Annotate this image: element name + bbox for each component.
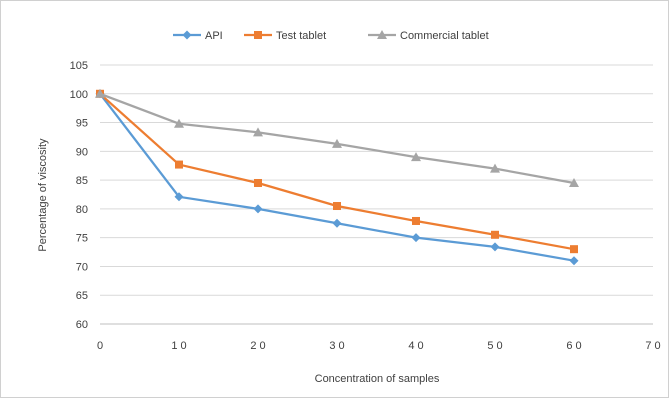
x-tick-label: 0 — [97, 340, 103, 352]
data-point-test-tablet — [491, 230, 499, 239]
data-point-api — [174, 192, 184, 202]
axes: 60 65 70 75 80 85 90 95 100 105 0 1 0 2 0 3 0 4 0 5 0 6 … — [70, 60, 661, 352]
x-tick-label: 1 0 — [171, 340, 186, 352]
x-tick-label: 5 0 — [487, 340, 502, 352]
x-tick-label: 2 0 — [250, 340, 265, 352]
data-point-commercial-tablet — [490, 163, 500, 173]
y-tick-label: 80 — [76, 204, 88, 216]
data-point-commercial-tablet — [174, 118, 184, 128]
data-point-commercial-tablet — [95, 88, 105, 98]
legend-label-commercial-tablet: Commercial tablet — [400, 30, 489, 42]
y-tick-label: 65 — [76, 290, 88, 302]
y-tick-label: 60 — [76, 319, 88, 331]
x-tick-label: 3 0 — [329, 340, 344, 352]
data-point-test-tablet — [175, 160, 183, 169]
series-commercial-tablet — [95, 88, 579, 187]
data-point-test-tablet — [570, 245, 578, 254]
legend-label-test-tablet: Test tablet — [276, 30, 326, 42]
legend-label-api: API — [205, 30, 223, 42]
y-tick-label: 90 — [76, 146, 88, 158]
legend-marker-test-tablet — [254, 31, 262, 39]
legend: API Test tablet Commercial tablet — [173, 30, 489, 42]
y-tick-label: 70 — [76, 261, 88, 273]
y-tick-label: 105 — [70, 60, 88, 72]
data-point-api — [332, 218, 342, 228]
legend-item-test-tablet: Test tablet — [244, 30, 326, 42]
x-tick-label: 4 0 — [408, 340, 423, 352]
data-point-commercial-tablet — [253, 127, 263, 137]
series-api — [95, 89, 579, 266]
data-point-api — [490, 242, 500, 252]
y-tick-label: 95 — [76, 118, 88, 130]
x-tick-label: 7 0 — [645, 340, 660, 352]
data-point-test-tablet — [333, 202, 341, 211]
series-layer — [95, 88, 579, 266]
x-axis-title: Concentration of samples — [315, 373, 440, 385]
y-tick-label: 100 — [70, 89, 88, 101]
data-point-api — [569, 256, 579, 266]
data-point-test-tablet — [412, 216, 420, 225]
series-line-commercial-tablet — [99, 92, 575, 185]
legend-item-api: API — [173, 30, 223, 42]
data-point-commercial-tablet — [332, 138, 342, 148]
data-point-test-tablet — [254, 178, 262, 187]
data-point-commercial-tablet — [569, 177, 579, 187]
data-point-commercial-tablet — [411, 152, 421, 162]
y-tick-label: 85 — [76, 175, 88, 187]
data-point-api — [253, 204, 263, 214]
y-tick-label: 75 — [76, 233, 88, 245]
y-axis-title: Percentage of viscosity — [37, 138, 49, 252]
legend-item-commercial-tablet: Commercial tablet — [368, 30, 489, 42]
legend-marker-api — [182, 30, 192, 40]
gridlines — [100, 64, 653, 296]
legend-marker-commercial-tablet — [377, 30, 387, 39]
x-tick-label: 6 0 — [566, 340, 581, 352]
data-point-api — [411, 233, 421, 243]
